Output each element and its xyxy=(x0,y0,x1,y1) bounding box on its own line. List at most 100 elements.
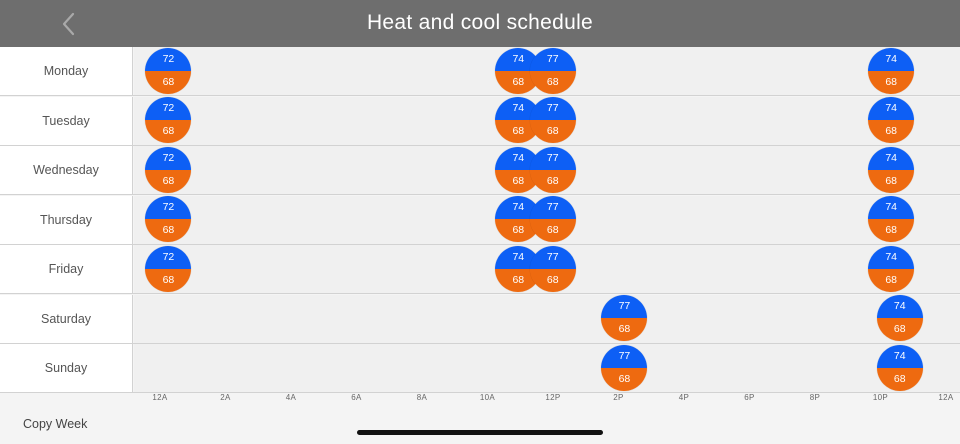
back-button[interactable] xyxy=(52,8,84,40)
header-bar: Heat and cool schedule xyxy=(0,0,960,47)
day-timeline[interactable]: 72 68 74 68 77 68 74 68 xyxy=(134,96,960,145)
heat-setpoint-value: 68 xyxy=(529,169,576,193)
time-axis-label: 12A xyxy=(152,393,168,402)
heat-setpoint-value: 68 xyxy=(145,70,192,94)
chevron-left-icon xyxy=(62,12,75,36)
setpoint-marker[interactable]: 74 68 xyxy=(868,97,915,144)
heat-setpoint-value: 68 xyxy=(601,367,648,391)
cool-setpoint-value: 74 xyxy=(876,295,923,319)
cool-setpoint-value: 74 xyxy=(868,97,915,121)
cool-setpoint-value: 77 xyxy=(529,146,576,170)
page-title: Heat and cool schedule xyxy=(366,11,594,34)
heat-setpoint-value: 68 xyxy=(876,367,923,391)
setpoint-marker[interactable]: 72 68 xyxy=(145,245,192,292)
time-axis-label: 4A xyxy=(285,393,297,402)
cool-setpoint-value: 77 xyxy=(529,97,576,121)
heat-setpoint-value: 68 xyxy=(145,120,192,144)
cool-setpoint-value: 77 xyxy=(529,245,576,269)
heat-setpoint-value: 68 xyxy=(145,169,192,193)
heat-setpoint-value: 68 xyxy=(529,268,576,292)
cool-setpoint-value: 77 xyxy=(529,196,576,220)
time-axis-label: 2A xyxy=(220,393,231,402)
time-axis-label: 6A xyxy=(351,393,362,402)
schedule-row-friday: Friday 72 68 74 68 77 68 74 68 xyxy=(0,245,960,294)
time-axis: 12A 2A 4A 6A 8A 10A 12P 2P 4P 6P 8P 10P 12A xyxy=(134,393,960,405)
setpoint-marker[interactable]: 77 68 xyxy=(601,295,648,342)
day-label[interactable]: Friday xyxy=(0,245,133,293)
day-label[interactable]: Thursday xyxy=(0,195,133,244)
schedule-grid: Monday 72 68 74 68 77 68 74 68 Tuesday 72 68 74 68 77 6… xyxy=(0,47,960,393)
day-label[interactable]: Tuesday xyxy=(0,96,133,145)
setpoint-marker[interactable]: 72 68 xyxy=(145,97,192,144)
time-axis-label: 8A xyxy=(416,393,428,402)
time-axis-label: 10A xyxy=(479,393,496,402)
day-label[interactable]: Monday xyxy=(0,47,133,95)
time-axis-label: 8P xyxy=(809,393,821,402)
setpoint-marker[interactable]: 77 68 xyxy=(529,245,576,292)
setpoint-marker[interactable]: 74 68 xyxy=(868,146,915,193)
setpoint-marker[interactable]: 77 68 xyxy=(529,97,576,144)
cool-setpoint-value: 72 xyxy=(145,97,192,121)
day-timeline[interactable]: 72 68 74 68 77 68 74 68 xyxy=(134,47,960,95)
day-timeline[interactable]: 77 68 74 68 xyxy=(134,344,960,392)
heat-setpoint-value: 68 xyxy=(868,219,915,243)
schedule-row-wednesday: Wednesday 72 68 74 68 77 68 74 68 xyxy=(0,146,960,195)
setpoint-marker[interactable]: 72 68 xyxy=(145,146,192,193)
time-axis-label: 12A xyxy=(938,393,954,402)
cool-setpoint-value: 74 xyxy=(876,344,923,368)
setpoint-marker[interactable]: 77 68 xyxy=(529,47,576,94)
cool-setpoint-value: 74 xyxy=(868,245,915,269)
heat-setpoint-value: 68 xyxy=(145,219,192,243)
heat-setpoint-value: 68 xyxy=(145,268,192,292)
heat-setpoint-value: 68 xyxy=(868,120,915,144)
cool-setpoint-value: 77 xyxy=(529,47,576,71)
cool-setpoint-value: 72 xyxy=(145,196,192,220)
day-label[interactable]: Wednesday xyxy=(0,146,133,194)
cool-setpoint-value: 77 xyxy=(601,295,648,319)
cool-setpoint-value: 74 xyxy=(868,47,915,71)
time-axis-label: 4P xyxy=(678,393,690,402)
setpoint-marker[interactable]: 77 68 xyxy=(601,344,648,391)
time-axis-label: 2P xyxy=(613,393,624,402)
schedule-row-thursday: Thursday 72 68 74 68 77 68 74 68 xyxy=(0,195,960,245)
heat-setpoint-value: 68 xyxy=(529,70,576,94)
day-timeline[interactable]: 77 68 74 68 xyxy=(134,294,960,343)
day-timeline[interactable]: 72 68 74 68 77 68 74 68 xyxy=(134,195,960,244)
setpoint-marker[interactable]: 74 68 xyxy=(876,344,923,391)
time-axis-label: 10P xyxy=(872,393,889,402)
heat-setpoint-value: 68 xyxy=(876,318,923,342)
schedule-row-saturday: Saturday 77 68 74 68 xyxy=(0,294,960,344)
day-label[interactable]: Sunday xyxy=(0,344,133,392)
setpoint-marker[interactable]: 74 68 xyxy=(868,47,915,94)
setpoint-marker[interactable]: 74 68 xyxy=(868,245,915,292)
setpoint-marker[interactable]: 77 68 xyxy=(529,146,576,193)
setpoint-marker[interactable]: 74 68 xyxy=(868,196,915,243)
heat-setpoint-value: 68 xyxy=(868,169,915,193)
schedule-row-monday: Monday 72 68 74 68 77 68 74 68 xyxy=(0,47,960,96)
setpoint-marker[interactable]: 74 68 xyxy=(876,295,923,342)
heat-setpoint-value: 68 xyxy=(601,318,648,342)
footer: Copy Week xyxy=(0,405,960,444)
cool-setpoint-value: 72 xyxy=(145,47,192,71)
heat-setpoint-value: 68 xyxy=(529,120,576,144)
time-axis-label: 12P xyxy=(545,393,561,402)
copy-week-button[interactable]: Copy Week xyxy=(23,417,88,431)
cool-setpoint-value: 72 xyxy=(145,146,192,170)
setpoint-marker[interactable]: 72 68 xyxy=(145,196,192,243)
day-label[interactable]: Saturday xyxy=(0,294,133,343)
cool-setpoint-value: 74 xyxy=(868,196,915,220)
setpoint-marker[interactable]: 77 68 xyxy=(529,196,576,243)
setpoint-marker[interactable]: 72 68 xyxy=(145,47,192,94)
time-axis-label: 6P xyxy=(744,393,755,402)
home-indicator xyxy=(357,430,603,435)
heat-setpoint-value: 68 xyxy=(529,219,576,243)
schedule-row-tuesday: Tuesday 72 68 74 68 77 68 74 68 xyxy=(0,96,960,146)
schedule-row-sunday: Sunday 77 68 74 68 xyxy=(0,344,960,393)
heat-setpoint-value: 68 xyxy=(868,70,915,94)
cool-setpoint-value: 72 xyxy=(145,245,192,269)
cool-setpoint-value: 74 xyxy=(868,146,915,170)
day-timeline[interactable]: 72 68 74 68 77 68 74 68 xyxy=(134,146,960,194)
day-timeline[interactable]: 72 68 74 68 77 68 74 68 xyxy=(134,245,960,293)
heat-setpoint-value: 68 xyxy=(868,268,915,292)
cool-setpoint-value: 77 xyxy=(601,344,648,368)
